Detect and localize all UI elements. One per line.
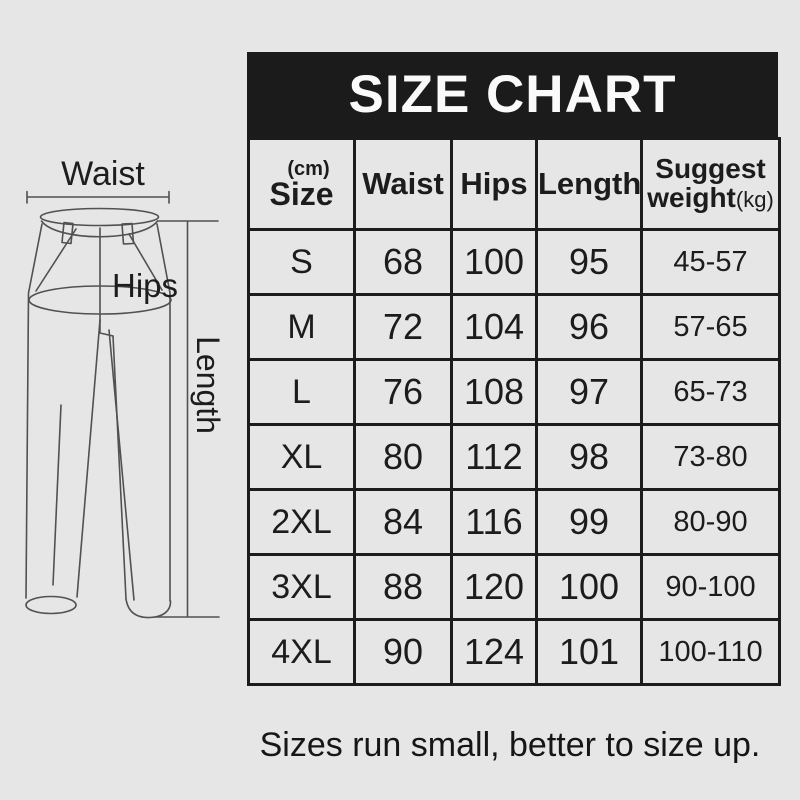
cell-hips: 116 xyxy=(450,488,538,556)
cell-length: 95 xyxy=(535,228,643,296)
table-row: S 68 100 95 45-57 xyxy=(247,228,781,296)
cell-size: M xyxy=(247,293,356,361)
length-measure-label: Length xyxy=(190,336,226,434)
col-header-waist: Waist xyxy=(353,137,453,231)
cell-hips: 100 xyxy=(450,228,538,296)
right-inseam xyxy=(112,335,127,600)
cell-length: 99 xyxy=(535,488,643,556)
length-dimension-line xyxy=(155,220,220,618)
left-pocket-line xyxy=(35,228,77,292)
size-table: (cm) Size Waist Hips Length Suggest weig… xyxy=(247,137,781,686)
cell-hips: 124 xyxy=(450,618,538,686)
cell-waist: 84 xyxy=(353,488,453,556)
cell-weight: 45-57 xyxy=(640,228,781,296)
left-hem xyxy=(25,595,77,615)
belt-loop-right xyxy=(121,222,135,245)
cell-waist: 80 xyxy=(353,423,453,491)
table-row: M 72 104 96 57-65 xyxy=(247,293,781,361)
cell-weight: 65-73 xyxy=(640,358,781,426)
table-row: 3XL 88 120 100 90-100 xyxy=(247,553,781,621)
cell-hips: 104 xyxy=(450,293,538,361)
table-row: XL 80 112 98 73-80 xyxy=(247,423,781,491)
left-crease-line xyxy=(52,404,62,586)
cell-size: 4XL xyxy=(247,618,356,686)
cell-length: 100 xyxy=(535,553,643,621)
cell-waist: 90 xyxy=(353,618,453,686)
cell-length: 97 xyxy=(535,358,643,426)
fly-line xyxy=(99,227,114,337)
table-header-row: (cm) Size Waist Hips Length Suggest weig… xyxy=(247,137,781,231)
cell-hips: 120 xyxy=(450,553,538,621)
footer-note: Sizes run small, better to size up. xyxy=(259,726,761,764)
cell-size: 3XL xyxy=(247,553,356,621)
col-header-hips: Hips xyxy=(450,137,538,231)
table-row: 2XL 84 116 99 80-90 xyxy=(247,488,781,556)
belt-loop-left xyxy=(61,221,74,245)
waist-dimension-line xyxy=(26,190,170,204)
suggest-label: Suggest xyxy=(655,153,766,184)
size-unit-label: (cm) xyxy=(287,158,330,180)
right-crease-line xyxy=(108,329,135,601)
hips-measure-label: Hips xyxy=(112,267,178,304)
cell-length: 101 xyxy=(535,618,643,686)
cell-size: S xyxy=(247,228,356,296)
col-header-size: (cm) Size xyxy=(247,137,356,231)
col-header-length: Length xyxy=(535,137,643,231)
size-chart-title: SIZE CHART xyxy=(348,65,677,124)
cell-hips: 112 xyxy=(450,423,538,491)
size-header-label: Size xyxy=(269,176,334,212)
cell-length: 98 xyxy=(535,423,643,491)
waistband-top xyxy=(39,207,160,227)
cell-waist: 88 xyxy=(353,553,453,621)
cell-weight: 80-90 xyxy=(640,488,781,556)
weight-label: weight xyxy=(647,182,736,213)
cell-weight: 100-110 xyxy=(640,618,781,686)
cell-size: L xyxy=(247,358,356,426)
cell-size: XL xyxy=(247,423,356,491)
right-hem xyxy=(125,598,172,619)
cell-size: 2XL xyxy=(247,488,356,556)
pants-measurement-diagram: Waist Hips Length xyxy=(25,155,226,619)
waist-measure-label: Waist xyxy=(61,155,145,193)
table-row: 4XL 90 124 101 100-110 xyxy=(247,618,781,686)
cell-waist: 76 xyxy=(353,358,453,426)
right-outer-seam xyxy=(156,223,171,602)
cell-weight: 73-80 xyxy=(640,423,781,491)
size-chart-title-band: SIZE CHART xyxy=(247,52,778,137)
right-pocket-line xyxy=(128,233,163,291)
cell-length: 96 xyxy=(535,293,643,361)
left-outer-seam xyxy=(25,223,43,599)
cell-hips: 108 xyxy=(450,358,538,426)
cell-waist: 68 xyxy=(353,228,453,296)
weight-unit-label: (kg) xyxy=(735,187,774,212)
table-row: L 76 108 97 65-73 xyxy=(247,358,781,426)
cell-weight: 90-100 xyxy=(640,553,781,621)
left-inseam xyxy=(76,319,101,598)
col-header-weight: Suggest weight(kg) xyxy=(640,137,781,231)
cell-weight: 57-65 xyxy=(640,293,781,361)
cell-waist: 72 xyxy=(353,293,453,361)
